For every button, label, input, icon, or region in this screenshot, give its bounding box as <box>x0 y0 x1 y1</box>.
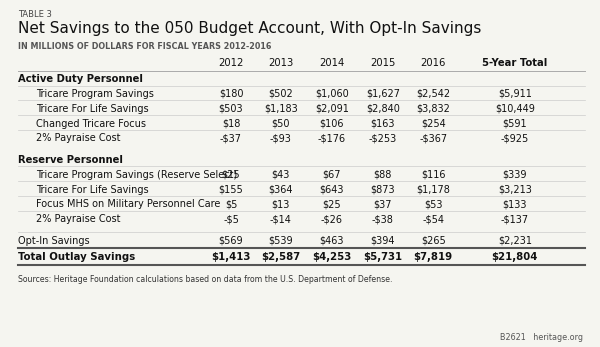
Text: -$176: -$176 <box>318 133 346 143</box>
Text: $10,449: $10,449 <box>495 104 535 114</box>
Text: $2,542: $2,542 <box>416 89 450 99</box>
Text: 2012: 2012 <box>218 58 244 68</box>
Text: Sources: Heritage Foundation calculations based on data from the U.S. Department: Sources: Heritage Foundation calculation… <box>18 276 392 285</box>
Text: $569: $569 <box>218 236 244 246</box>
Text: $13: $13 <box>272 199 290 209</box>
Text: Reserve Personnel: Reserve Personnel <box>18 155 123 165</box>
Text: Total Outlay Savings: Total Outlay Savings <box>18 252 135 262</box>
Text: Tricare Program Savings: Tricare Program Savings <box>36 89 154 99</box>
Text: $50: $50 <box>272 119 290 128</box>
Text: $3,213: $3,213 <box>498 185 532 195</box>
Text: $37: $37 <box>374 199 392 209</box>
Text: $43: $43 <box>272 170 290 180</box>
Text: Tricare Program Savings (Reserve Select): Tricare Program Savings (Reserve Select) <box>36 170 237 180</box>
Text: $503: $503 <box>218 104 244 114</box>
Text: -$54: -$54 <box>422 214 444 224</box>
Text: -$925: -$925 <box>500 133 529 143</box>
Text: Tricare For Life Savings: Tricare For Life Savings <box>36 185 149 195</box>
Text: $106: $106 <box>320 119 344 128</box>
Text: $67: $67 <box>323 170 341 180</box>
Text: TABLE 3: TABLE 3 <box>18 10 52 19</box>
Text: $155: $155 <box>218 185 244 195</box>
Text: $1,627: $1,627 <box>366 89 400 99</box>
Text: Focus MHS on Military Personnel Care: Focus MHS on Military Personnel Care <box>36 199 220 209</box>
Text: $1,060: $1,060 <box>315 89 349 99</box>
Text: $116: $116 <box>421 170 445 180</box>
Text: 2013: 2013 <box>268 58 293 68</box>
Text: -$26: -$26 <box>321 214 343 224</box>
Text: 2% Payraise Cost: 2% Payraise Cost <box>36 133 121 143</box>
Text: 2014: 2014 <box>319 58 344 68</box>
Text: $364: $364 <box>269 185 293 195</box>
Text: $502: $502 <box>268 89 293 99</box>
Text: -$253: -$253 <box>368 133 397 143</box>
Text: $1,178: $1,178 <box>416 185 450 195</box>
Text: $5,731: $5,731 <box>363 252 403 262</box>
Text: $265: $265 <box>421 236 446 246</box>
Text: $4,253: $4,253 <box>312 252 352 262</box>
Text: Tricare For Life Savings: Tricare For Life Savings <box>36 104 149 114</box>
Text: 2% Payraise Cost: 2% Payraise Cost <box>36 214 121 224</box>
Text: $2,840: $2,840 <box>366 104 400 114</box>
Text: $339: $339 <box>503 170 527 180</box>
Text: $25: $25 <box>221 170 241 180</box>
Text: -$37: -$37 <box>220 133 242 143</box>
Text: $394: $394 <box>371 236 395 246</box>
Text: -$14: -$14 <box>270 214 292 224</box>
Text: 2015: 2015 <box>370 58 395 68</box>
Text: -$93: -$93 <box>270 133 292 143</box>
Text: 2016: 2016 <box>421 58 446 68</box>
Text: Active Duty Personnel: Active Duty Personnel <box>18 74 143 84</box>
Text: Opt-In Savings: Opt-In Savings <box>18 236 89 246</box>
Text: B2621   heritage.org: B2621 heritage.org <box>500 333 583 342</box>
Text: $133: $133 <box>503 199 527 209</box>
Text: $5,911: $5,911 <box>498 89 532 99</box>
Text: -$367: -$367 <box>419 133 447 143</box>
Text: $463: $463 <box>320 236 344 246</box>
Text: Net Savings to the 050 Budget Account, With Opt-In Savings: Net Savings to the 050 Budget Account, W… <box>18 21 481 36</box>
Text: $163: $163 <box>371 119 395 128</box>
Text: -$5: -$5 <box>223 214 239 224</box>
Text: $180: $180 <box>219 89 243 99</box>
Text: $591: $591 <box>502 119 527 128</box>
Text: $643: $643 <box>320 185 344 195</box>
Text: $7,819: $7,819 <box>413 252 453 262</box>
Text: $5: $5 <box>225 199 237 209</box>
Text: 5-Year Total: 5-Year Total <box>482 58 547 68</box>
Text: -$38: -$38 <box>372 214 394 224</box>
Text: $873: $873 <box>370 185 395 195</box>
Text: -$137: -$137 <box>501 214 529 224</box>
Text: $53: $53 <box>424 199 442 209</box>
Text: $18: $18 <box>222 119 240 128</box>
Text: $1,413: $1,413 <box>211 252 251 262</box>
Text: IN MILLIONS OF DOLLARS FOR FISCAL YEARS 2012-2016: IN MILLIONS OF DOLLARS FOR FISCAL YEARS … <box>18 42 271 51</box>
Text: $88: $88 <box>374 170 392 180</box>
Text: $25: $25 <box>322 199 341 209</box>
Text: $539: $539 <box>268 236 293 246</box>
Text: $254: $254 <box>421 119 446 128</box>
Text: $2,587: $2,587 <box>261 252 301 262</box>
Text: $2,091: $2,091 <box>315 104 349 114</box>
Text: Changed Tricare Focus: Changed Tricare Focus <box>36 119 146 128</box>
Text: $1,183: $1,183 <box>264 104 298 114</box>
Text: $2,231: $2,231 <box>498 236 532 246</box>
Text: $3,832: $3,832 <box>416 104 450 114</box>
Text: $21,804: $21,804 <box>491 252 538 262</box>
